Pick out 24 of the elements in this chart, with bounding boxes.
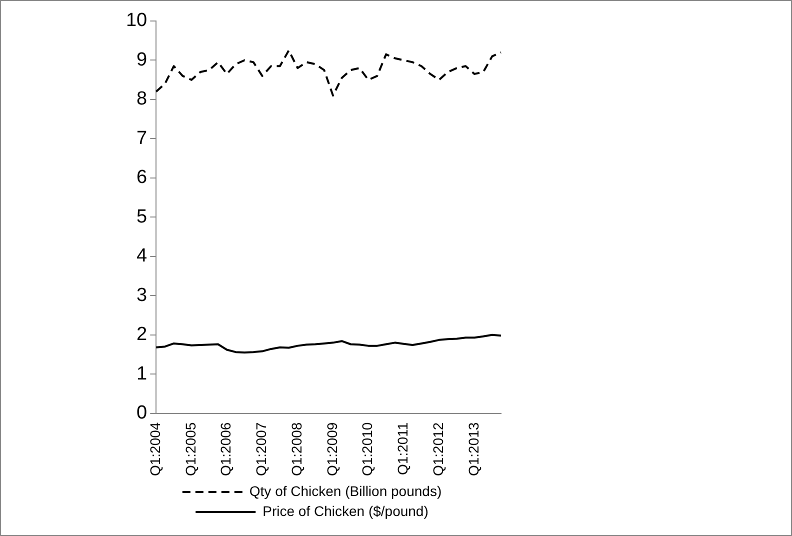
y-tick-label: 1 bbox=[136, 363, 148, 384]
y-tick-label: 10 bbox=[126, 10, 148, 32]
y-tick-label: 5 bbox=[136, 206, 148, 228]
y-tick-label: 4 bbox=[136, 246, 148, 267]
legend-label: Price of Chicken ($/pound) bbox=[262, 502, 428, 519]
x-tick-label: Q1:2011 bbox=[394, 422, 411, 475]
x-tick-label: Q1:2006 bbox=[218, 422, 234, 476]
y-tick-label: 7 bbox=[136, 128, 148, 149]
legend-label: Qty of Chicken (Billion pounds) bbox=[249, 482, 442, 499]
y-tick-label: 0 bbox=[136, 402, 148, 424]
x-tick-label: Q1:2005 bbox=[182, 422, 198, 476]
y-tick-label: 6 bbox=[136, 167, 148, 188]
x-tick-label: Q1:2004 bbox=[146, 422, 163, 476]
y-tick-label: 8 bbox=[136, 88, 148, 110]
y-tick-label: 9 bbox=[136, 49, 148, 70]
line-series bbox=[155, 49, 502, 97]
x-tick-label: Q1:2009 bbox=[324, 422, 340, 476]
x-tick-label: Q1:2008 bbox=[288, 422, 304, 476]
x-tick-label: Q1:2007 bbox=[253, 422, 270, 476]
x-tick-label: Q1:2012 bbox=[430, 422, 446, 476]
y-tick-label: 2 bbox=[136, 324, 148, 346]
x-tick-label: Q1:2010 bbox=[359, 422, 376, 476]
y-tick-label: 3 bbox=[136, 284, 148, 306]
x-tick-label: Q1:2013 bbox=[465, 422, 482, 476]
